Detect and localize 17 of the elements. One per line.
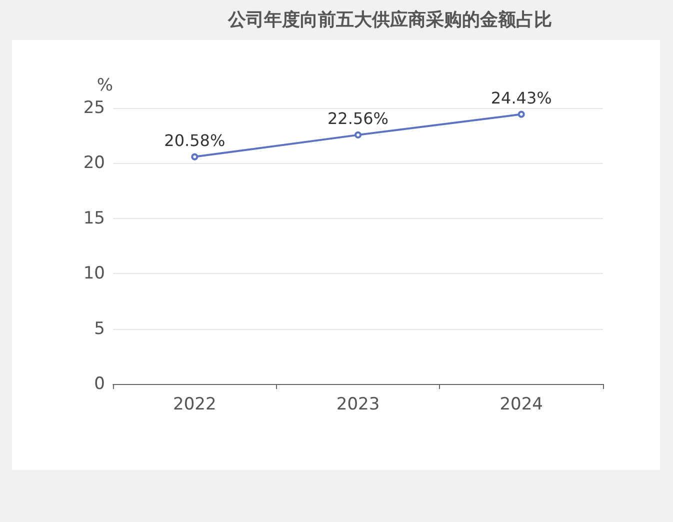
data-label: 22.56%: [327, 108, 389, 128]
data-label: 20.58%: [164, 130, 226, 150]
y-tick-label: 5: [94, 318, 105, 339]
y-tick-label: 25: [83, 98, 105, 118]
y-tick-label: 20: [83, 153, 105, 174]
y-tick-label: 10: [83, 264, 105, 284]
x-tick-label: 2024: [500, 394, 543, 414]
y-tick-label: 0: [94, 374, 105, 394]
chart-title: 公司年度向前五大供应商采购的金额占比: [227, 10, 552, 30]
point: [191, 153, 198, 160]
x-tick-label: 2022: [173, 394, 216, 414]
x-tick-label: 2023: [336, 394, 380, 414]
y-tick-label: 15: [83, 208, 105, 228]
y-axis-title: %: [96, 76, 113, 96]
point: [518, 110, 525, 118]
point: [354, 131, 362, 138]
data-label: 24.43%: [490, 88, 552, 108]
